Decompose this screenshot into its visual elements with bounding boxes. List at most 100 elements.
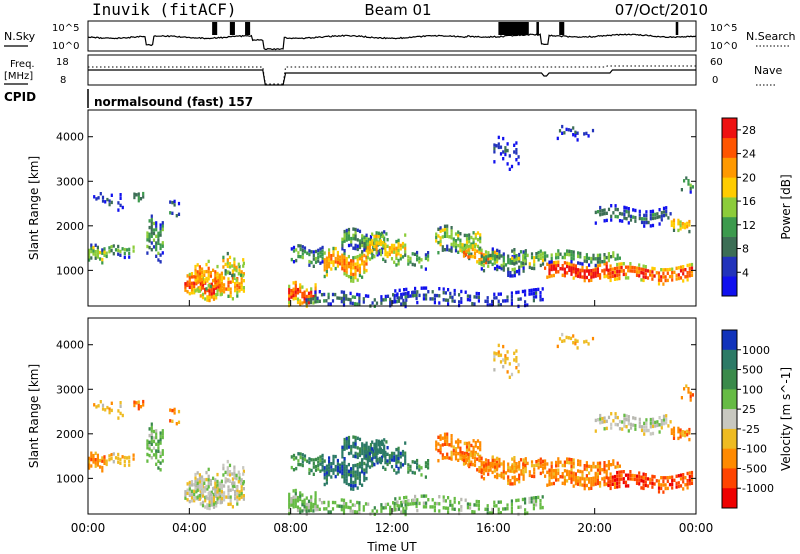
power-echo <box>123 255 126 260</box>
velocity-echo <box>563 478 566 483</box>
velocity-echo <box>294 498 297 502</box>
velocity-echo <box>236 498 239 503</box>
power-echo <box>229 290 232 295</box>
velocity-echo <box>496 463 499 467</box>
velocity-echo <box>500 462 503 466</box>
velocity-echo <box>587 342 590 346</box>
velocity-echo <box>473 503 476 507</box>
power-echo <box>411 262 414 267</box>
velocity-echo <box>441 453 444 457</box>
velocity-echo <box>402 500 405 504</box>
velocity-echo <box>635 474 639 478</box>
velocity-colorbar-tick-label: -25 <box>742 423 760 436</box>
power-echo <box>366 252 369 256</box>
power-echo <box>358 253 361 258</box>
power-echo <box>117 252 120 256</box>
power-echo <box>643 217 646 221</box>
power-echo <box>683 222 687 226</box>
power-echo <box>352 262 355 267</box>
power-echo <box>508 167 511 171</box>
power-echo <box>507 270 510 274</box>
power-echo <box>395 299 398 304</box>
power-echo <box>550 260 553 264</box>
power-echo <box>621 212 624 216</box>
power-echo <box>148 239 151 243</box>
velocity-echo <box>596 475 599 479</box>
power-echo <box>476 260 479 264</box>
velocity-echo <box>148 440 151 444</box>
velocity-echo <box>502 470 505 474</box>
power-echo <box>487 251 490 255</box>
power-echo <box>683 225 687 230</box>
power-echo <box>365 246 368 250</box>
velocity-echo <box>627 418 630 422</box>
power-echo <box>644 272 647 276</box>
power-echo <box>504 146 507 150</box>
power-echo <box>383 236 386 240</box>
velocity-echo <box>218 491 221 496</box>
velocity-echo <box>220 490 223 494</box>
power-colorbar-frame <box>721 117 738 297</box>
velocity-echo <box>188 480 191 485</box>
velocity-echo <box>427 466 430 470</box>
power-echo <box>299 244 302 248</box>
velocity-echo <box>354 463 357 468</box>
power-echo <box>662 210 666 214</box>
velocity-echo <box>345 468 348 472</box>
velocity-echo <box>97 404 100 408</box>
power-echo <box>301 291 304 296</box>
power-echo <box>603 259 606 263</box>
velocity-echo <box>468 441 471 445</box>
velocity-echo <box>190 496 194 500</box>
velocity-echo <box>420 473 423 477</box>
power-echo <box>331 299 335 303</box>
power-echo <box>399 253 402 258</box>
velocity-echo <box>660 426 663 430</box>
power-echo <box>393 243 396 248</box>
power-echo <box>238 268 241 272</box>
velocity-echo <box>643 421 646 426</box>
velocity-echo <box>352 467 355 471</box>
velocity-echo <box>513 358 516 362</box>
power-echo <box>459 248 462 253</box>
velocity-echo <box>296 505 300 509</box>
velocity-echo <box>157 449 160 453</box>
velocity-echo <box>404 503 407 507</box>
velocity-echo <box>620 477 623 481</box>
power-echo <box>157 231 160 235</box>
power-echo <box>208 295 211 299</box>
velocity-echo <box>515 465 518 469</box>
velocity-echo <box>614 422 617 427</box>
power-echo <box>647 220 650 225</box>
power-echo <box>515 261 518 265</box>
velocity-echo <box>173 411 176 415</box>
velocity-echo <box>382 449 385 453</box>
velocity-echo <box>649 421 652 425</box>
velocity-echo <box>524 460 527 464</box>
velocity-echo <box>404 461 407 465</box>
velocity-echo <box>605 472 608 477</box>
velocity-echo <box>642 483 645 487</box>
power-echo <box>108 202 111 207</box>
power-echo <box>487 260 490 265</box>
power-echo <box>533 263 536 267</box>
power-echo <box>603 253 606 257</box>
power-echo <box>686 274 689 278</box>
power-echo <box>234 285 237 289</box>
velocity-echo <box>462 462 466 466</box>
velocity-echo <box>295 456 298 460</box>
velocity-echo <box>361 466 364 471</box>
power-echo <box>354 265 357 270</box>
power-echo <box>379 239 383 243</box>
velocity-echo <box>513 462 516 467</box>
velocity-echo <box>627 484 630 488</box>
velocity-echo <box>301 460 304 464</box>
velocity-echo <box>358 481 361 486</box>
power-echo <box>594 271 597 275</box>
velocity-echo <box>295 466 298 471</box>
velocity-echo <box>557 478 560 482</box>
velocity-echo <box>328 459 331 464</box>
velocity-echo <box>296 508 300 513</box>
velocity-echo <box>544 459 547 463</box>
power-echo <box>690 266 694 270</box>
